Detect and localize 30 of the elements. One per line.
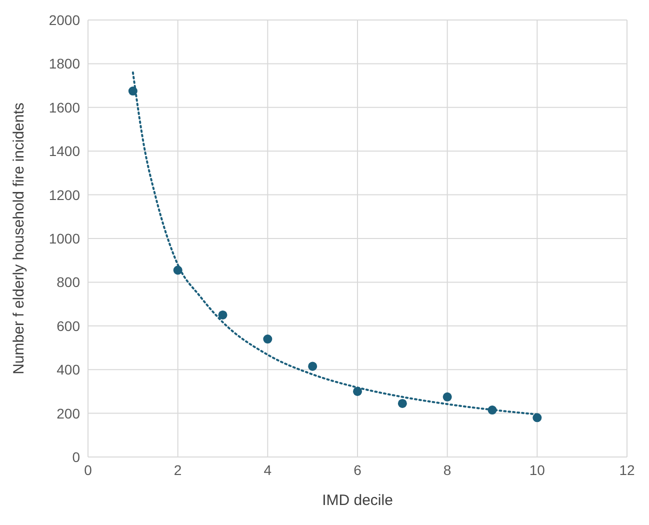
point	[488, 406, 497, 415]
y-tick-label: 600	[56, 318, 80, 334]
y-tick-label: 2000	[48, 12, 80, 28]
y-tick-label: 1200	[48, 186, 80, 203]
point	[398, 398, 407, 408]
y-tick-label: 1600	[48, 99, 80, 116]
x-tick-label: 12	[619, 462, 635, 478]
y-tick-label: 200	[56, 405, 80, 422]
point	[442, 392, 452, 402]
x-tick-label: 8	[443, 462, 452, 478]
y-tick-label: 800	[56, 274, 80, 290]
point	[352, 386, 362, 396]
y-tick-label: 1800	[48, 56, 80, 72]
y-tick-label: 1400	[48, 143, 80, 160]
x-tick-label: 4	[264, 462, 272, 478]
point	[263, 334, 272, 344]
y-tick-label: 400	[56, 362, 80, 378]
y-tick-label: 1000	[48, 230, 80, 246]
y-axis-title: Number f elderly household fire incidents	[10, 102, 28, 374]
y-tick-label: 0	[72, 448, 80, 465]
x-tick-label: 6	[354, 462, 362, 478]
point	[128, 86, 138, 96]
point	[308, 362, 318, 371]
point	[532, 413, 542, 422]
point	[173, 266, 182, 275]
x-tick-label: 0	[84, 462, 92, 478]
x-axis-title: IMD decile	[322, 492, 393, 509]
x-tick-label: 2	[174, 462, 182, 478]
x-tick-label: 10	[529, 462, 546, 478]
point	[218, 310, 228, 320]
